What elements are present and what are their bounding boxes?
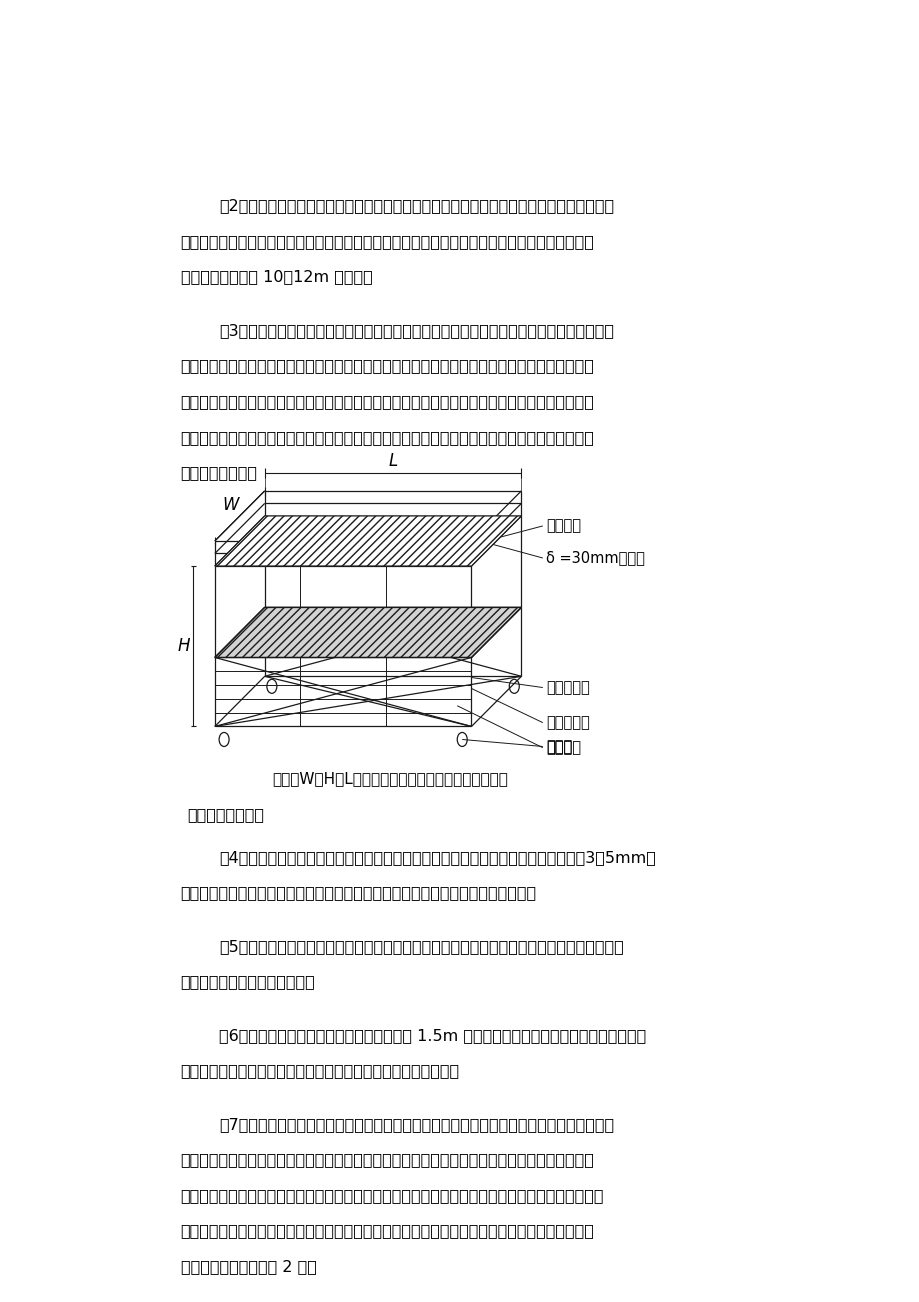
Text: （7）穿越沉降缝风管之间连接及风管与设备连接的柔性短管采用外刷防火漆的帆布制作。在: （7）穿越沉降缝风管之间连接及风管与设备连接的柔性短管采用外刷防火漆的帆布制作。… xyxy=(219,1117,614,1131)
Text: （6）穿出屋面的风管设置防雨罩；穿出屋面 1.5m 的立管必须可靠固定、完好无损，不得出现: （6）穿出屋面的风管设置防雨罩；穿出屋面 1.5m 的立管必须可靠固定、完好无损… xyxy=(219,1027,646,1043)
Text: 万向轮: 万向轮 xyxy=(546,740,572,754)
Text: L: L xyxy=(388,452,397,470)
Text: 说明：W、H、L的具体尺寸视施工现场的实际情况而定: 说明：W、H、L的具体尺寸视施工现场的实际情况而定 xyxy=(272,772,507,786)
Text: 垫片要与法兰齐平，不得凸入管内，以免增大空气流动阻力，减少风管的有效面积。: 垫片要与法兰齐平，不得凸入管内，以免增大空气流动阻力，减少风管的有效面积。 xyxy=(180,885,536,901)
Text: 风管与设备连接柔性短管前，风管与设备接口必须已经对正，不得用柔性软管来作变径、偏心。安: 风管与设备连接柔性短管前，风管与设备接口必须已经对正，不得用柔性软管来作变径、偏… xyxy=(180,1152,594,1168)
Text: 扣件连接: 扣件连接 xyxy=(546,741,581,755)
Text: 组装式万向轮平台: 组装式万向轮平台 xyxy=(187,807,265,822)
Text: （5）紧固法兰螺栓时，用力要均匀，螺母方向一致。风管立管法兰穿螺栓，要从上往下穿，以: （5）紧固法兰螺栓时，用力要均匀，螺母方向一致。风管立管法兰穿螺栓，要从上往下穿… xyxy=(219,939,623,954)
Text: 装柔性短管时应注意松紧要适当，不得扭曲。空调支管至风口之间的连接采用带保温层的金属软管，: 装柔性短管时应注意松紧要适当，不得扭曲。空调支管至风口之间的连接采用带保温层的金… xyxy=(180,1187,604,1203)
Text: 标准栏杆: 标准栏杆 xyxy=(546,518,581,534)
Text: 保护螺纹不被水泥砂浆等破坏。: 保护螺纹不被水泥砂浆等破坏。 xyxy=(180,974,315,990)
Text: 裂纹、和口不严密以及空洞等缺陷，以免雨水从风管内漏入室内。: 裂纹、和口不严密以及空洞等缺陷，以免雨水从风管内漏入室内。 xyxy=(180,1064,460,1078)
Text: δ =30mm厚木板: δ =30mm厚木板 xyxy=(546,551,644,565)
Text: H: H xyxy=(177,637,189,655)
Text: 须注意不得将可拆卸的接口装设在墙或楼板内。组装式万向轮平台的使用，可以保证便捷、安全、: 须注意不得将可拆卸的接口装设在墙或楼板内。组装式万向轮平台的使用，可以保证便捷、… xyxy=(180,430,594,445)
Text: 标准直爬梯: 标准直爬梯 xyxy=(546,680,589,695)
Text: （3）风管吸装采用倒链将风管吸装到支架上，对大空间的部位，采用专用液压升降车及万向: （3）风管吸装采用倒链将风管吸装到支架上，对大空间的部位，采用专用液压升降车及万… xyxy=(219,323,613,339)
Text: 快速地安装风管。: 快速地安装风管。 xyxy=(180,465,257,480)
Text: 脚手架钢管: 脚手架钢管 xyxy=(546,715,589,730)
Text: （4）风管法兰垫料按系统进行选用。采用石棉橡胶板作为法兰垫料。法兰垫片厚度为3～5mm，: （4）风管法兰垫料按系统进行选用。采用石棉橡胶板作为法兰垫料。法兰垫片厚度为3～… xyxy=(219,850,655,865)
Text: 属软管的长度不得超过 2 米。: 属软管的长度不得超过 2 米。 xyxy=(180,1259,316,1275)
Text: 软管与风口及与风管接口采用专用的卡箍进行连接。软管较长时，必须在中间部位设置吸架，但金: 软管与风口及与风管接口采用专用的卡箍进行连接。软管较长时，必须在中间部位设置吸架… xyxy=(180,1224,594,1238)
Text: 行连接，一般接至 10～12m 长左右。: 行连接，一般接至 10～12m 长左右。 xyxy=(180,270,372,285)
Polygon shape xyxy=(215,516,521,566)
Text: W: W xyxy=(221,496,238,514)
Polygon shape xyxy=(215,607,521,658)
Text: 检查合格后，方可按编号顺序进行安装就位。为安装方便，在条件允许的情况下，尽量在地面上进: 检查合格后，方可按编号顺序进行安装就位。为安装方便，在条件允许的情况下，尽量在地… xyxy=(180,234,594,249)
Text: （2）风管及部件安装前，清除内外杂物及污垃并保持清洁。风管安装前，必须经过预组装并: （2）风管及部件安装前，清除内外杂物及污垃并保持清洁。风管安装前，必须经过预组装… xyxy=(219,198,614,214)
Text: 将风管分节用绳索或倒链拉到组装式万向轮平台上，然后抬到支架上对正逐节安装。在连接风管时: 将风管分节用绳索或倒链拉到组装式万向轮平台上，然后抬到支架上对正逐节安装。在连接… xyxy=(180,395,594,409)
Text: 轮平台对风管进行安装，万向平台如下图所示。对施工空间较狭窄的地方，采用风管分节安装法，: 轮平台对风管进行安装，万向平台如下图所示。对施工空间较狭窄的地方，采用风管分节安… xyxy=(180,358,594,374)
